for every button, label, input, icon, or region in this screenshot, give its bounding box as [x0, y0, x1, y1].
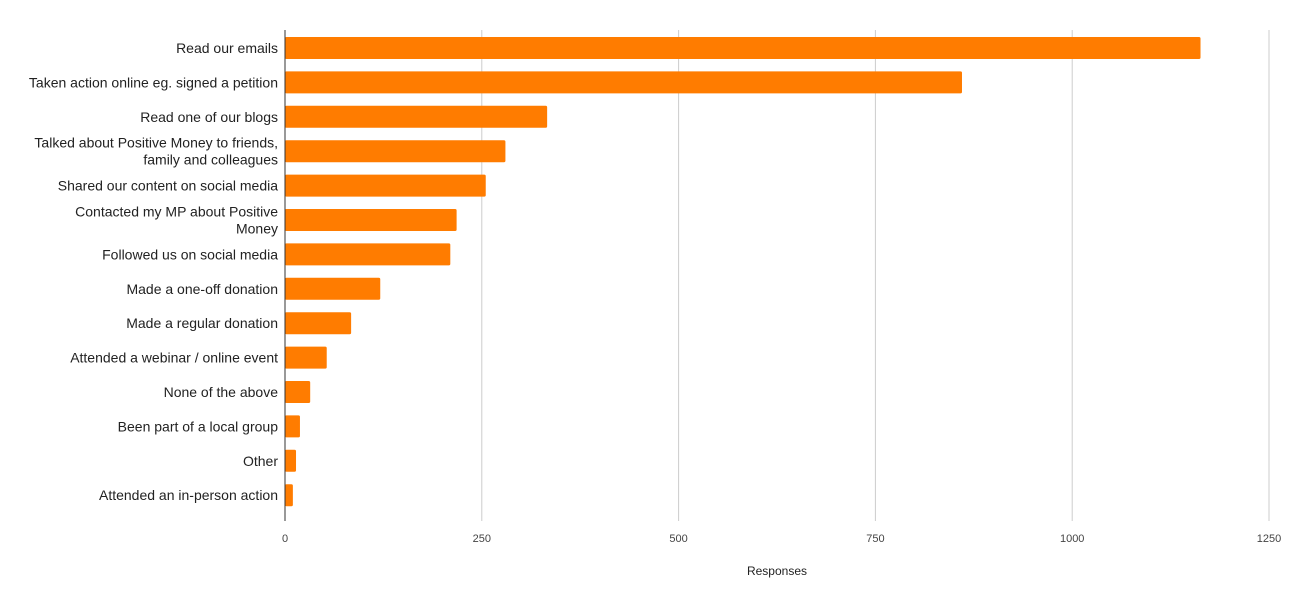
x-tick-label: 1000	[1060, 533, 1084, 545]
category-label-line: Other	[243, 453, 278, 469]
category-label: Shared our content on social media	[58, 178, 278, 194]
category-label-line: Read our emails	[176, 40, 278, 56]
bar	[285, 105, 548, 128]
bar	[285, 209, 457, 231]
x-tick-label: 250	[473, 533, 491, 545]
category-label-line: Read one of our blogs	[140, 109, 278, 125]
category-label: Contacted my MP about Positive Money	[75, 204, 278, 237]
category-label: Made a regular donation	[126, 315, 278, 331]
x-tick-label: 750	[866, 533, 884, 545]
category-label: None of the above	[164, 384, 279, 400]
category-label-line: Made a regular donation	[126, 315, 278, 331]
x-tick-label: 500	[669, 533, 687, 545]
bar	[285, 71, 962, 94]
bar	[285, 277, 381, 300]
category-label-line: Made a one-off donation	[126, 281, 278, 297]
category-label: Talked about Positive Money to friends, f…	[34, 135, 278, 168]
x-tick-label: 1250	[1257, 533, 1281, 545]
x-axis-title: Responses	[747, 564, 807, 578]
category-label-line: Taken action online eg. signed a petitio…	[29, 74, 278, 90]
bars	[285, 37, 1201, 507]
category-label-line: Talked about Positive Money to friends,	[34, 135, 278, 151]
bar	[285, 243, 451, 266]
category-label: Made a one-off donation	[126, 281, 278, 297]
category-label-line: Been part of a local group	[118, 418, 279, 434]
category-labels: Read our emails Taken action online eg. s…	[29, 40, 278, 503]
gridlines	[481, 30, 1270, 521]
bar	[285, 312, 352, 335]
bar	[285, 140, 506, 163]
bar	[285, 174, 486, 197]
category-label-line: Followed us on social media	[102, 246, 278, 262]
category-label-line: Attended an in-person action	[99, 487, 278, 503]
category-label-line: Attended a webinar / online event	[70, 350, 278, 366]
category-label-line: Shared our content on social media	[58, 178, 278, 194]
category-label-line: None of the above	[164, 384, 279, 400]
category-label: Taken action online eg. signed a petitio…	[29, 74, 278, 90]
category-label: Followed us on social media	[102, 246, 278, 262]
bar	[285, 449, 297, 472]
bar	[285, 484, 293, 507]
x-tick-label: 0	[282, 533, 288, 545]
category-label: Been part of a local group	[118, 418, 279, 434]
bar	[285, 415, 300, 438]
category-label: Attended an in-person action	[99, 487, 278, 503]
category-label: Read our emails	[176, 40, 278, 56]
category-label: Other	[243, 453, 278, 469]
bar	[285, 346, 327, 369]
category-label: Read one of our blogs	[140, 109, 278, 125]
bar	[285, 37, 1201, 59]
category-label: Attended a webinar / online event	[70, 350, 278, 366]
bar	[285, 381, 311, 403]
x-tick-labels: 0 250 500 750 1000 1250	[282, 533, 1281, 545]
category-label-line: family and colleagues	[143, 152, 278, 168]
category-label-line: Contacted my MP about Positive	[75, 204, 278, 220]
category-label-line: Money	[236, 221, 278, 237]
